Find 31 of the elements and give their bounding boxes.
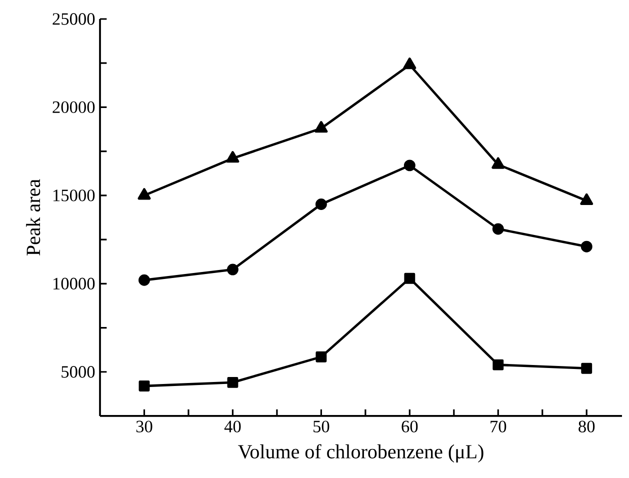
point	[404, 272, 416, 284]
point	[226, 264, 238, 276]
point	[315, 198, 327, 210]
point	[314, 121, 328, 133]
x-tick-label: 30	[136, 420, 152, 432]
point	[403, 58, 416, 70]
point	[316, 351, 327, 362]
y-tick-label: 5000	[62, 366, 95, 378]
point	[138, 274, 150, 286]
point	[492, 223, 504, 235]
point	[226, 151, 240, 163]
point	[580, 193, 594, 205]
point	[404, 160, 416, 172]
x-tick-label: 60	[402, 420, 418, 432]
x-tick-label: 70	[490, 420, 506, 432]
y-axis-title: Peak area	[26, 179, 40, 256]
point	[492, 157, 505, 169]
y-tick-label: 15000	[53, 190, 95, 202]
point	[492, 359, 504, 370]
y-tick-label: 20000	[52, 101, 95, 114]
point	[138, 188, 151, 200]
point	[227, 376, 238, 388]
y-tick-label: 10000	[53, 278, 95, 290]
y-tick-label: 25000	[52, 13, 95, 25]
x-axis-title: Volume of chlorobenzene (μL)	[238, 444, 484, 463]
point	[581, 362, 592, 374]
point	[580, 240, 592, 252]
point	[138, 380, 150, 392]
x-tick-label: 50	[314, 420, 330, 432]
x-tick-label: 80	[578, 420, 595, 432]
x-tick-label: 40	[224, 420, 241, 432]
